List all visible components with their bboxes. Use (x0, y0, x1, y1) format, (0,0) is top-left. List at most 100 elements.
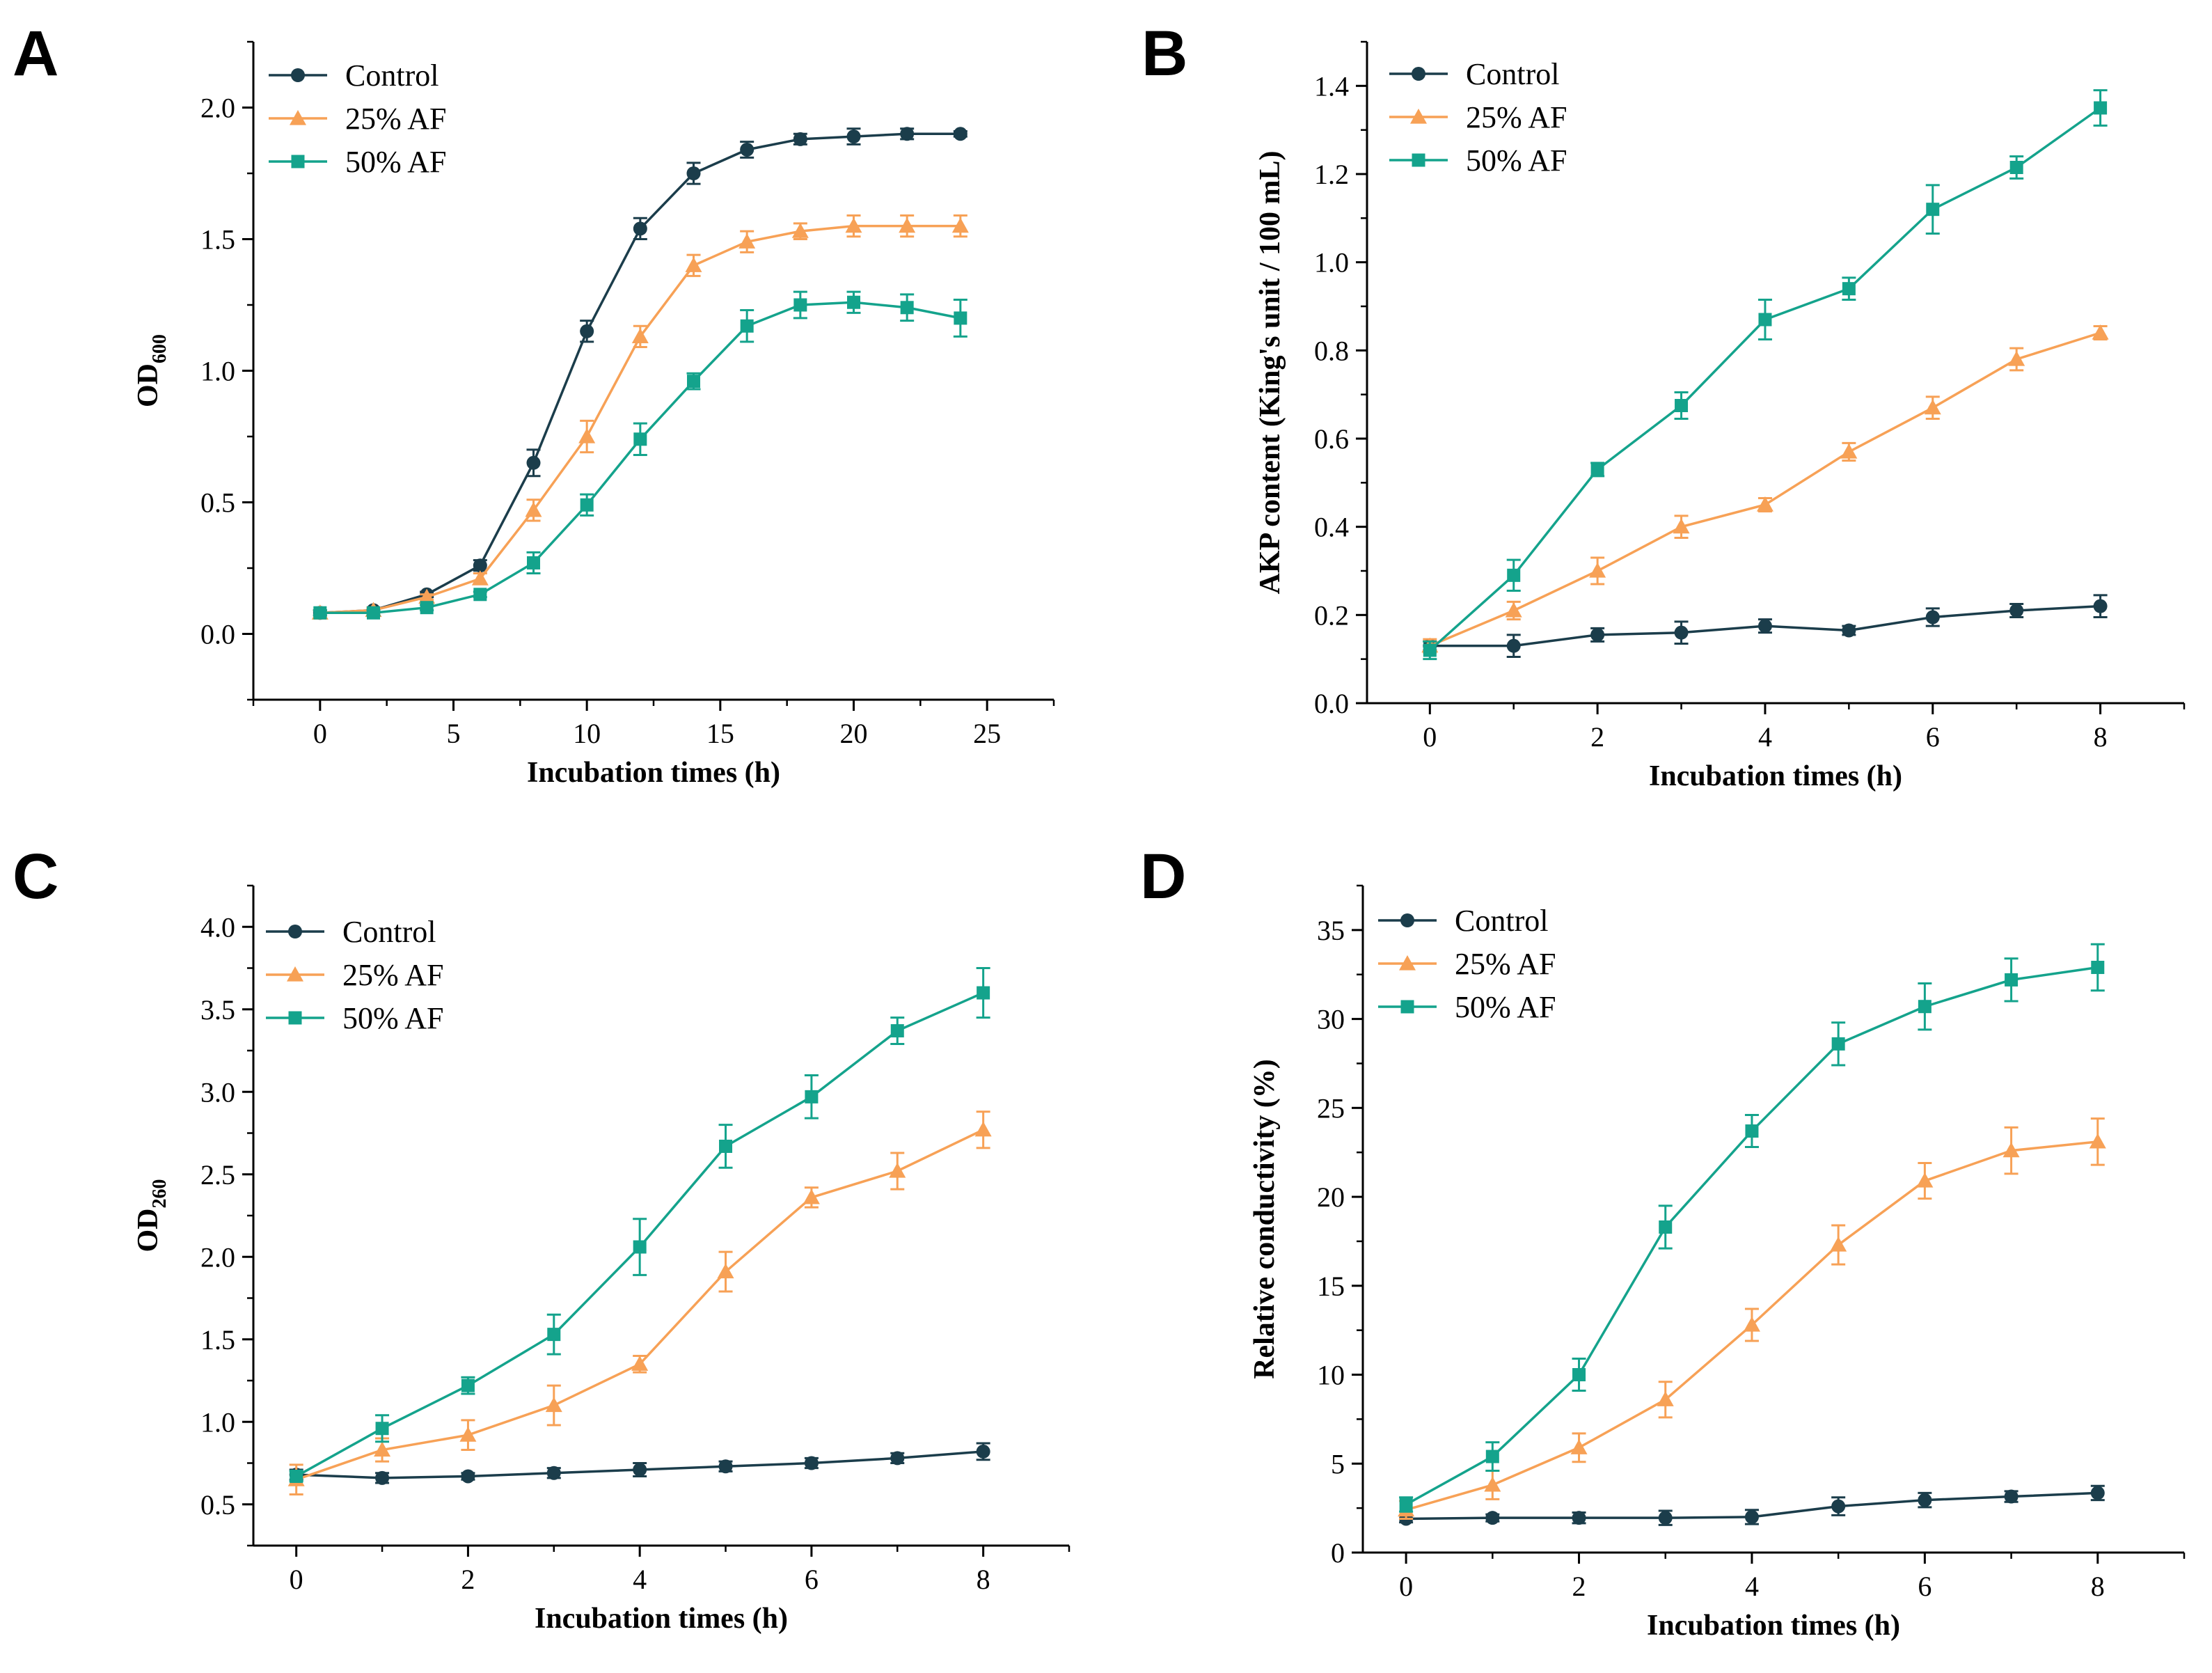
data-point (687, 375, 700, 388)
legend-marker (288, 1011, 302, 1025)
series-50-af (1399, 943, 2105, 1513)
data-point (461, 1379, 475, 1392)
y-tick-label: 0.5 (200, 487, 235, 519)
y-axis-label-main: Relative conductivity (%) (1249, 1059, 1281, 1379)
data-point (313, 606, 327, 620)
y-tick-label: 30 (1317, 1004, 1345, 1035)
x-tick-label: 6 (1918, 1571, 1931, 1602)
data-point (900, 127, 915, 141)
data-point (685, 257, 702, 272)
data-point (974, 1121, 992, 1137)
data-point (473, 558, 487, 573)
y-tick-label: 25 (1317, 1092, 1345, 1124)
legend-marker (1412, 67, 1425, 81)
x-tick-label: 10 (573, 718, 601, 749)
legend: Control 25% AF 50% AF (269, 58, 446, 179)
x-axis-label: Incubation times (h) (535, 1603, 788, 1635)
legend-label: 25% AF (1466, 100, 1567, 134)
data-point (740, 142, 755, 157)
data-point (2094, 101, 2108, 115)
data-point (1572, 1368, 1586, 1382)
data-point (718, 1459, 733, 1474)
legend-item: 50% AF (269, 145, 446, 179)
legend-item: 25% AF (1378, 947, 1556, 981)
data-point (2005, 973, 2019, 987)
data-point (578, 428, 596, 443)
series-line (319, 301, 961, 615)
legend-label: 25% AF (345, 102, 446, 136)
y-tick-label: 35 (1317, 915, 1345, 946)
y-tick-label: 5 (1331, 1448, 1345, 1479)
data-point (2009, 604, 2024, 618)
x-tick-label: 15 (706, 718, 734, 749)
data-point (525, 501, 542, 517)
data-point (471, 570, 489, 586)
legend-item: 25% AF (266, 958, 443, 992)
legend: Control 25% AF 50% AF (1389, 57, 1567, 178)
x-axis-label: Incubation times (h) (1647, 1610, 1900, 1642)
series-25-af (287, 1110, 992, 1496)
data-point (545, 1397, 562, 1413)
data-point (717, 1263, 734, 1279)
data-point (1924, 399, 1941, 415)
legend-marker (1412, 153, 1425, 167)
legend: Control 25% AF 50% AF (266, 915, 443, 1035)
y-tick-label: 2.5 (200, 1159, 235, 1191)
data-point (527, 556, 540, 570)
y-tick-label: 0.8 (1314, 335, 1349, 366)
x-axis-label: Incubation times (h) (1649, 760, 1902, 792)
y-tick-label: 1.5 (200, 224, 235, 256)
legend-marker (1399, 955, 1416, 971)
x-tick-label: 2 (461, 1564, 475, 1595)
series-control (313, 127, 967, 620)
data-point (2008, 351, 2025, 366)
data-point (547, 1328, 561, 1342)
series-line (319, 132, 961, 615)
data-point (374, 1441, 391, 1457)
x-tick-label: 0 (313, 718, 327, 749)
data-point (686, 166, 701, 180)
y-axis-label: AKP content (King's unit / 100 mL) (1254, 150, 1286, 594)
data-point (2002, 1142, 2020, 1158)
data-point (1918, 1493, 1932, 1507)
data-point (1842, 623, 1856, 638)
panel-c: C 0 2 4 6 8 0.5 1.0 1.5 2.0 2.5 3.0 3.5 4.0 Incubation… (13, 841, 1071, 1635)
y-tick-label: 0.5 (200, 1489, 235, 1521)
data-point (899, 217, 916, 233)
data-point (2089, 1133, 2106, 1149)
data-point (1840, 443, 1858, 459)
data-point (804, 1456, 819, 1470)
y-tick-label: 1.2 (1314, 159, 1349, 190)
data-point (976, 1444, 990, 1459)
data-point (1675, 399, 1689, 412)
data-point (1925, 610, 1940, 625)
panel-letter: A (13, 18, 58, 89)
series-50-af (1423, 89, 2108, 661)
y-tick-label: 3.5 (200, 994, 235, 1026)
y-axis-label-subscript: 600 (149, 334, 171, 363)
x-tick-label: 6 (1926, 721, 1940, 753)
data-point (845, 217, 862, 233)
x-tick-label: 0 (1423, 721, 1437, 753)
legend-label: 25% AF (1455, 947, 1556, 981)
data-point (719, 1139, 733, 1153)
data-point (580, 498, 594, 512)
data-point (805, 1090, 819, 1103)
data-point (633, 432, 647, 446)
y-axis-label-subscript: 260 (149, 1179, 171, 1209)
panel-letter: D (1140, 841, 1186, 912)
y-tick-label: 10 (1317, 1360, 1345, 1391)
series-line (296, 1129, 984, 1481)
data-point (1657, 1391, 1674, 1406)
y-tick-label: 0.0 (200, 619, 235, 650)
data-point (900, 301, 914, 315)
data-point (793, 132, 807, 146)
series-25-af (1398, 1117, 2106, 1520)
data-point (1423, 643, 1437, 657)
legend-item: 25% AF (269, 102, 446, 136)
legend-item: Control (266, 915, 436, 949)
data-point (951, 217, 969, 233)
legend-label: 50% AF (342, 1001, 443, 1035)
data-point (420, 601, 434, 615)
